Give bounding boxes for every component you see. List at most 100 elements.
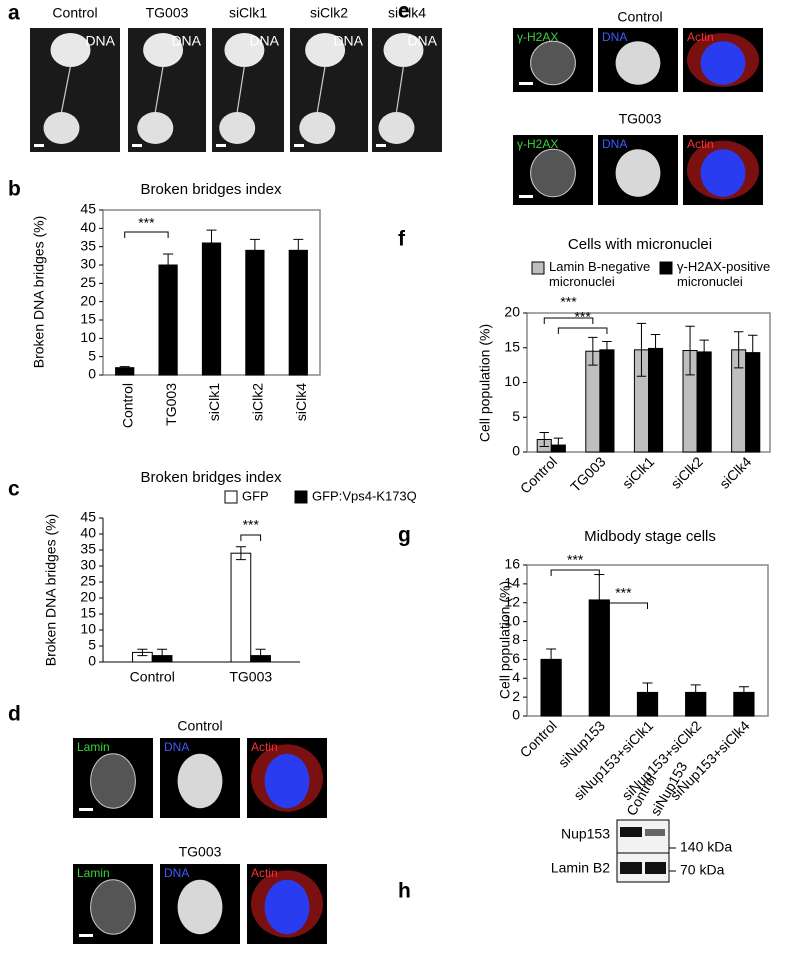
channel-label: Lamin [77,866,110,880]
scale-bar [79,808,93,811]
bar [696,351,712,453]
x-tick-label: siClk1 [619,453,657,491]
error-bar [119,366,130,370]
x-tick-label: Control [517,717,560,760]
x-tick-label: siClk2 [250,383,266,421]
panel-letter: d [8,703,21,726]
panel-letter: a [8,2,20,25]
channel-label: Actin [687,30,714,44]
y-tick-label: 20 [80,589,96,605]
error-bar [293,238,304,262]
significance-bracket [557,327,608,334]
y-tick-label: 40 [80,219,96,235]
x-tick-label: Control [517,453,560,496]
bar [158,264,178,376]
x-tick-label: siClk4 [716,453,754,491]
y-tick-label: 45 [80,201,96,217]
y-tick-label: 0 [88,653,96,669]
scale-bar [132,144,142,147]
bar [201,242,222,376]
cell [143,33,184,67]
bar [599,349,615,453]
error-bar [235,546,246,561]
cell [224,33,265,67]
channel-label: Lamin [77,740,110,754]
cell [299,112,336,144]
cell [43,112,80,144]
image-title: siClk1 [229,5,267,21]
y-tick-label: 40 [80,525,96,541]
nucleus [700,41,746,85]
x-tick-label: Control [130,669,175,685]
y-axis-label: Broken DNA bridges (%) [43,514,59,667]
y-tick-label: 2 [512,688,520,704]
scale-bar [216,144,226,147]
cell [50,33,91,67]
channel-label: Actin [687,137,714,151]
y-tick-label: 35 [80,237,96,253]
y-axis-label: Broken DNA bridges (%) [31,216,47,369]
channel-label: DNA [602,30,627,44]
marker-label: 70 kDa [680,862,725,878]
legend-label: GFP:Vps4-K173Q [312,488,417,503]
error-bar [690,684,701,701]
error-bar [636,322,647,377]
panel-letter: g [398,524,411,547]
y-tick-label: 35 [80,541,96,557]
channel-label: γ-H2AX [517,137,558,151]
nucleus [615,41,661,85]
legend-label: Lamin B-negative micronuclei [549,259,651,289]
panel-letter: c [8,478,20,501]
nucleus [177,879,223,935]
row-title: Control [617,9,662,25]
significance-label: *** [243,517,260,533]
significance-label: *** [560,294,577,310]
cell [383,33,424,67]
nucleus [90,753,136,809]
panel-letter: h [398,880,411,903]
error-bar [157,648,168,663]
chart-title: Cells with micronuclei [568,236,712,253]
row-title: TG003 [179,844,222,860]
chart-title: Broken bridges index [141,181,282,198]
x-tick-label: siClk4 [293,383,309,421]
row-title: TG003 [619,111,662,127]
error-bar [748,334,758,371]
bar [585,350,601,453]
significance-label: *** [567,552,584,568]
y-tick-label: 0 [512,707,520,723]
legend-swatch [531,261,545,275]
channel-label: DNA [164,740,189,754]
x-tick-label: TG003 [567,453,609,495]
significance-bracket [124,231,169,238]
bridge [154,65,164,113]
error-bar [733,331,744,369]
scale-bar [519,82,533,85]
significance-bracket [240,534,262,541]
error-bar [163,253,174,277]
image-title: Control [52,5,97,21]
error-bar [642,682,653,703]
legend-swatch [659,261,673,275]
error-bar [553,437,564,453]
y-tick-label: 10 [504,373,520,389]
y-tick-label: 30 [80,256,96,272]
band [620,862,642,874]
panel-letter: f [398,228,406,251]
channel-label: DNA [407,33,437,49]
nucleus [177,753,223,809]
error-bar [602,340,612,359]
legend-label: γ-H2AX-positive micronuclei [677,259,771,289]
bar [288,249,308,376]
scale-bar [294,144,304,147]
bridge [316,65,326,113]
channel-label: DNA [602,137,627,151]
error-bar [249,238,260,262]
y-tick-label: 10 [80,621,96,637]
chart-title: Broken bridges index [141,469,282,486]
nucleus [700,149,746,197]
y-axis-label: Cell population (%) [477,324,493,442]
y-tick-label: 12 [504,593,520,609]
y-tick-label: 4 [512,669,520,685]
